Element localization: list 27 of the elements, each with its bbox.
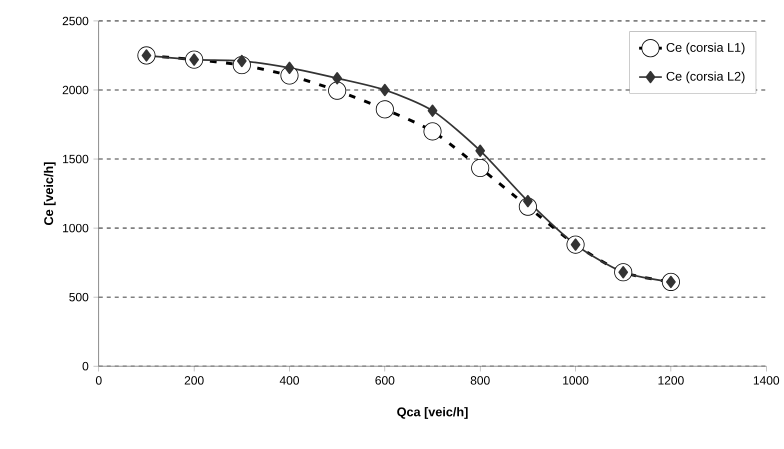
x-tick-label: 0 xyxy=(96,376,102,385)
point xyxy=(475,144,486,157)
y-axis-title: Ce [veic/h] xyxy=(44,162,56,226)
y-tick-label: 2000 xyxy=(62,86,88,94)
y-tick-label: 1500 xyxy=(63,154,88,164)
y-tick-label: 2500 xyxy=(62,16,88,26)
x-axis-title: Qca [veic/h] xyxy=(397,407,468,419)
point xyxy=(332,72,342,84)
legend-label: Ce (corsia L2) xyxy=(666,71,745,84)
x-tick-label: 400 xyxy=(280,376,300,385)
x-tick-label: 800 xyxy=(470,376,490,385)
point xyxy=(376,100,394,118)
point xyxy=(328,82,346,100)
point xyxy=(380,84,390,96)
point xyxy=(423,122,442,140)
x-tick-label: 1400 xyxy=(754,376,780,385)
point xyxy=(284,62,294,74)
point xyxy=(428,104,438,117)
x-tick-label: 600 xyxy=(375,376,394,385)
x-tick-label: 1200 xyxy=(658,376,684,385)
x-tick-label: 1000 xyxy=(563,376,588,385)
y-tick-label: 1000 xyxy=(63,224,88,232)
y-tick-label: 500 xyxy=(69,292,88,302)
y-tick-label: 0 xyxy=(82,362,88,370)
legend-label: Ce (corsia L1) xyxy=(666,42,745,54)
x-tick-label: 200 xyxy=(184,376,204,385)
point xyxy=(471,158,490,178)
